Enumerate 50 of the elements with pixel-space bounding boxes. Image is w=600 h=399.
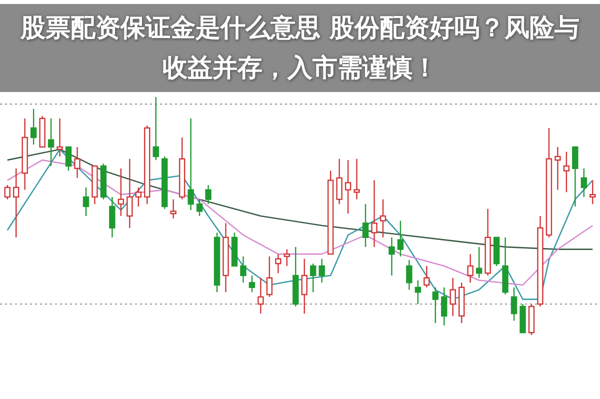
candlestick [388,236,395,276]
candlestick [152,96,159,161]
candlestick [344,159,352,214]
candlestick [580,168,587,198]
candlestick [170,198,176,219]
candlestick [310,263,316,293]
candlestick [188,118,194,211]
candlestick [284,248,290,267]
candlestick [554,146,561,190]
candlestick [510,286,518,322]
candlestick [205,184,212,205]
candlestick [414,280,422,305]
candlestick [362,204,369,248]
candlestick [266,256,273,298]
candlestick [48,118,54,167]
candlestick [240,256,246,284]
candlestick [82,186,90,217]
candlestick [572,146,578,208]
candlestick [13,168,20,238]
chart-title: 股票配资保证金是什么意思 股份配资好吗？风险与收益并存，入市需谨慎！ [19,12,580,84]
candlestick [563,151,570,193]
candlestick [109,196,116,238]
candlestick [432,286,438,324]
candlestick [380,198,386,238]
title-banner: 股票配资保证金是什么意思 股份配资好吗？风险与收益并存，入市需谨慎！ [0,4,600,92]
candlestick [258,277,264,314]
candlestick [424,265,430,288]
candlestick [450,277,456,317]
candlestick [397,220,404,258]
candlestick [65,146,72,172]
candlestick [275,253,282,274]
candlestick [248,274,256,293]
candlestick [118,168,124,217]
candlestick [4,184,10,200]
candlestick [74,146,80,179]
candlestick [354,158,360,200]
candlestick [476,246,482,278]
candlestick [441,286,448,326]
candlestick [301,258,308,314]
candlestick [406,259,412,290]
candlestick [126,158,133,228]
candlestick [318,258,325,284]
candlestick [30,108,37,146]
candlestick [590,180,596,205]
candlestick [371,180,378,248]
candlestick [56,118,63,158]
candlestick [467,253,474,284]
candlestick [135,186,142,208]
candlestick [336,158,342,205]
candlestick [196,198,203,217]
